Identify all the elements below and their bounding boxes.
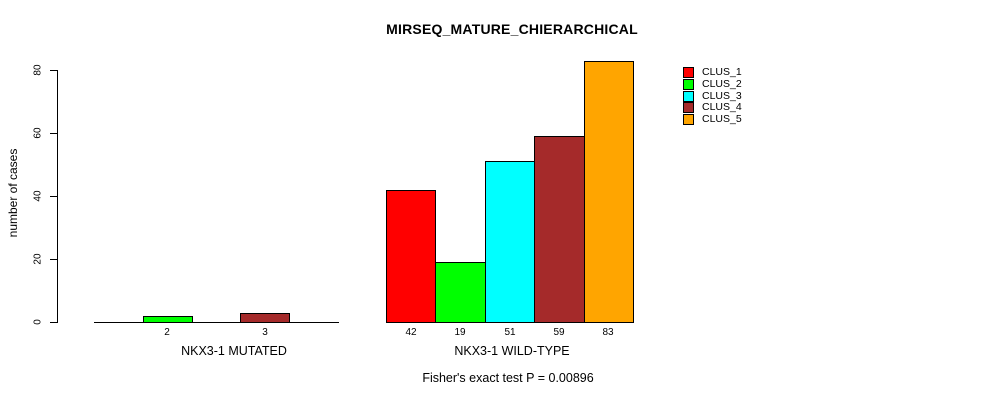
bar	[584, 61, 634, 323]
bar	[485, 161, 535, 323]
y-axis-tick-label: 80	[32, 64, 44, 76]
y-axis-tick	[50, 70, 57, 71]
bar-value-label: 59	[553, 327, 565, 338]
y-axis-tick	[50, 259, 57, 260]
legend-swatch	[683, 91, 694, 102]
x-axis-baseline	[94, 322, 339, 323]
legend-swatch	[683, 67, 694, 78]
bar-value-label: 42	[405, 327, 417, 338]
bar	[435, 262, 486, 323]
bar	[143, 316, 193, 323]
y-axis-label: number of cases	[6, 148, 20, 238]
bar	[534, 136, 585, 323]
legend-label: CLUS_1	[702, 66, 742, 78]
y-axis-tick	[50, 133, 57, 134]
legend-label: CLUS_3	[702, 90, 742, 102]
legend-swatch	[683, 79, 694, 90]
legend-label: CLUS_5	[702, 113, 742, 125]
bar-value-label: 2	[164, 327, 170, 338]
bar-value-label: 3	[262, 327, 268, 338]
legend-label: CLUS_4	[702, 101, 742, 113]
y-axis-tick	[50, 322, 57, 323]
y-axis-line	[57, 70, 58, 323]
bar-value-label: 83	[602, 327, 614, 338]
y-axis-tick	[50, 196, 57, 197]
bar-value-label: 19	[454, 327, 466, 338]
bar	[386, 190, 436, 323]
legend-label: CLUS_2	[702, 78, 742, 90]
y-axis-tick-label: 0	[32, 319, 44, 325]
chart-title: MIRSEQ_MATURE_CHIERARCHICAL	[386, 21, 638, 37]
bar	[240, 313, 290, 323]
legend-swatch	[683, 114, 694, 125]
fisher-test-annotation: Fisher's exact test P = 0.00896	[422, 371, 594, 385]
group-label: NKX3-1 WILD-TYPE	[454, 344, 570, 358]
group-label: NKX3-1 MUTATED	[181, 344, 287, 358]
legend-swatch	[683, 102, 694, 113]
y-axis-tick-label: 40	[32, 190, 44, 202]
y-axis-tick-label: 20	[32, 253, 44, 265]
bar-value-label: 51	[504, 327, 516, 338]
y-axis-tick-label: 60	[32, 127, 44, 139]
